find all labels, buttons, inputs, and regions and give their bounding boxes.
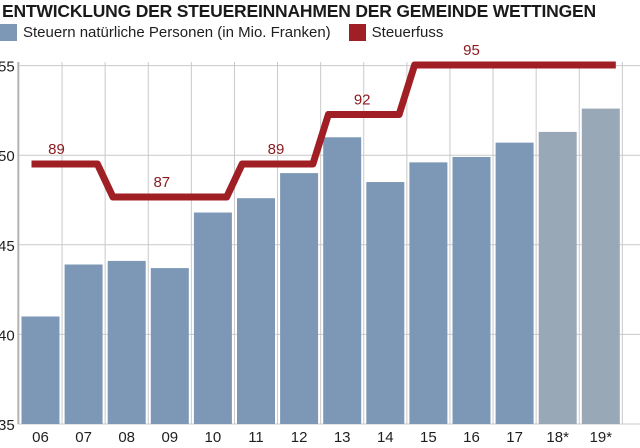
y-tick-label: 45 xyxy=(0,238,15,255)
tax-rate-data-label: 95 xyxy=(463,42,480,59)
x-tick-label: 10 xyxy=(205,429,222,446)
legend-swatch-tax-rate xyxy=(348,23,366,41)
bar xyxy=(538,131,577,424)
x-tick-label: 18* xyxy=(546,429,569,446)
bar xyxy=(581,108,620,425)
bar xyxy=(323,137,362,424)
bar xyxy=(193,212,232,424)
tax-rate-data-label: 92 xyxy=(354,92,371,109)
legend: Steuern natürliche Personen (in Mio. Fra… xyxy=(0,22,461,42)
x-tick-label: 14 xyxy=(377,429,394,446)
bar xyxy=(452,156,491,424)
bar xyxy=(150,268,189,424)
x-tick-label: 06 xyxy=(32,429,49,446)
tax-rate-data-label: 89 xyxy=(268,141,285,158)
chart-title: ENTWICKLUNG DER STEUEREINNAHMEN DER GEME… xyxy=(2,1,596,21)
tax-rate-data-label: 87 xyxy=(153,174,170,191)
bar xyxy=(409,162,448,424)
bar xyxy=(64,264,103,424)
y-tick-label: 35 xyxy=(0,417,15,434)
x-tick-label: 11 xyxy=(248,429,264,446)
bar xyxy=(107,260,146,424)
x-tick-label: 09 xyxy=(161,429,178,446)
bar xyxy=(280,173,319,424)
tax-rate-line xyxy=(31,61,619,201)
bar xyxy=(237,198,275,424)
bar xyxy=(495,142,534,425)
x-tick-label: 07 xyxy=(75,429,92,446)
bar xyxy=(366,182,405,424)
legend-label-tax-revenue: Steuern natürliche Personen (in Mio. Fra… xyxy=(23,23,331,41)
legend-item-tax-rate: Steuerfuss xyxy=(348,23,444,41)
x-tick-label: 19* xyxy=(590,429,613,446)
y-tick-label: 55 xyxy=(0,59,15,76)
x-tick-label: 15 xyxy=(420,429,437,446)
x-tick-label: 08 xyxy=(118,429,135,446)
legend-item-tax-revenue: Steuern natürliche Personen (in Mio. Fra… xyxy=(0,23,331,41)
legend-label-tax-rate: Steuerfuss xyxy=(371,23,444,41)
x-tick-label: 17 xyxy=(506,429,523,446)
legend-swatch-tax-revenue xyxy=(0,23,17,41)
x-tick-label: 12 xyxy=(291,429,308,446)
x-tick-label: 16 xyxy=(463,429,480,446)
x-tick-label: 13 xyxy=(334,429,351,446)
bar xyxy=(21,316,60,424)
tax-rate-data-label: 89 xyxy=(48,141,65,158)
y-tick-label: 40 xyxy=(0,327,15,344)
y-tick-label: 50 xyxy=(0,148,15,165)
